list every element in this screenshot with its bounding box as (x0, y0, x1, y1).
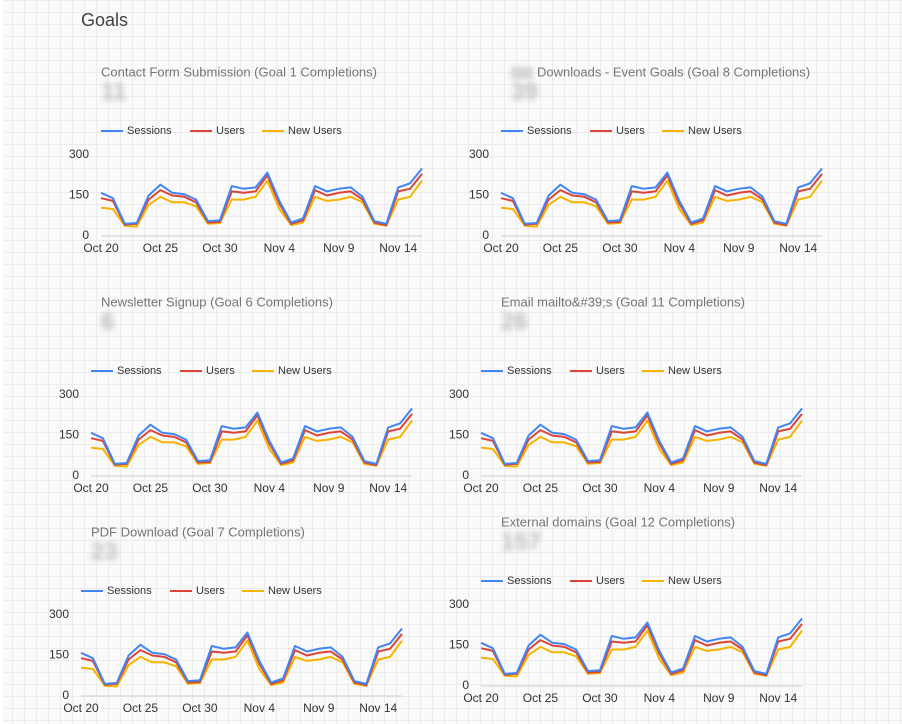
series-line (100, 167, 423, 225)
x-tick-label: Oct 20 (463, 691, 499, 705)
x-tick-label: Nov 9 (323, 241, 355, 255)
y-tick-label: 0 (82, 228, 89, 242)
x-tick-label: Oct 25 (523, 691, 559, 705)
page-title: Goals (81, 10, 128, 30)
blurred-prefix (511, 67, 533, 79)
legend-label: New Users (268, 585, 322, 597)
metric-value: 26 (501, 308, 528, 335)
y-tick-label: 150 (69, 188, 89, 202)
y-tick-label: 150 (449, 428, 469, 442)
x-tick-label: Nov 4 (264, 241, 296, 255)
series-line (480, 617, 803, 675)
x-tick-label: Oct 20 (483, 241, 519, 255)
metric-value: 157 (501, 528, 541, 555)
x-tick-label: Oct 25 (133, 481, 169, 495)
legend-label: New Users (288, 125, 342, 137)
legend-label: Sessions (127, 125, 172, 137)
chart-title: Email mailto&#39;s (Goal 11 Completions) (501, 294, 745, 309)
legend-label: Sessions (507, 575, 552, 587)
x-tick-label: Oct 20 (63, 701, 99, 715)
x-tick-label: Nov 14 (779, 241, 817, 255)
x-tick-label: Nov 9 (303, 701, 335, 715)
x-tick-label: Nov 4 (244, 701, 276, 715)
x-tick-label: Oct 30 (182, 701, 218, 715)
x-tick-label: Oct 25 (523, 481, 559, 495)
series-line (480, 623, 803, 677)
x-tick-label: Oct 20 (73, 481, 109, 495)
y-tick-label: 150 (469, 188, 489, 202)
y-tick-label: 300 (469, 147, 489, 161)
x-tick-label: Nov 14 (379, 241, 417, 255)
x-tick-label: Oct 25 (543, 241, 579, 255)
series-line (480, 407, 803, 465)
legend-label: Users (216, 125, 245, 137)
x-tick-label: Oct 30 (582, 691, 618, 705)
metric-value: 11 (101, 78, 126, 105)
series-line (500, 167, 823, 225)
x-tick-label: Oct 25 (143, 241, 179, 255)
y-tick-label: 0 (62, 688, 69, 702)
x-tick-label: Nov 4 (254, 481, 286, 495)
legend-label: New Users (688, 125, 742, 137)
y-tick-label: 150 (49, 648, 69, 662)
y-tick-label: 300 (69, 147, 89, 161)
metric-value: 6 (101, 308, 114, 335)
x-tick-label: Nov 9 (703, 481, 735, 495)
y-tick-label: 0 (462, 678, 469, 692)
metric-value: 23 (91, 538, 118, 565)
x-tick-label: Oct 30 (192, 481, 228, 495)
x-tick-label: Nov 14 (359, 701, 397, 715)
x-tick-label: Oct 30 (602, 241, 638, 255)
y-tick-label: 300 (449, 387, 469, 401)
legend-label: Sessions (117, 365, 162, 377)
chart-title: Newsletter Signup (Goal 6 Completions) (101, 294, 333, 309)
x-tick-label: Nov 4 (664, 241, 696, 255)
x-tick-label: Nov 14 (759, 691, 797, 705)
x-tick-label: Nov 4 (644, 481, 676, 495)
series-line (80, 627, 403, 685)
legend-label: Users (616, 125, 645, 137)
x-tick-label: Nov 14 (369, 481, 407, 495)
x-tick-label: Nov 14 (759, 481, 797, 495)
legend-label: New Users (668, 575, 722, 587)
x-tick-label: Nov 4 (644, 691, 676, 705)
x-tick-label: Oct 30 (202, 241, 238, 255)
x-tick-label: Oct 20 (463, 481, 499, 495)
y-tick-label: 150 (449, 638, 469, 652)
y-tick-label: 0 (72, 468, 79, 482)
legend-label: Users (596, 575, 625, 587)
chart-title: Contact Form Submission (Goal 1 Completi… (101, 64, 377, 79)
y-tick-label: 300 (59, 387, 79, 401)
chart-title: Downloads - Event Goals (Goal 8 Completi… (537, 64, 810, 79)
y-tick-label: 0 (482, 228, 489, 242)
legend-label: Sessions (527, 125, 572, 137)
x-tick-label: Nov 9 (703, 691, 735, 705)
chart-title: External domains (Goal 12 Completions) (501, 514, 735, 529)
legend-label: New Users (668, 365, 722, 377)
x-tick-label: Oct 30 (582, 481, 618, 495)
y-tick-label: 0 (462, 468, 469, 482)
legend-label: Users (596, 365, 625, 377)
x-tick-label: Oct 20 (83, 241, 119, 255)
y-tick-label: 150 (59, 428, 79, 442)
legend-label: Users (206, 365, 235, 377)
y-tick-label: 300 (449, 597, 469, 611)
legend-label: New Users (278, 365, 332, 377)
legend-label: Sessions (507, 365, 552, 377)
metric-value: 39 (511, 78, 538, 105)
series-line (90, 407, 413, 465)
chart-title: PDF Download (Goal 7 Completions) (91, 524, 305, 539)
legend-label: Users (196, 585, 225, 597)
edge (0, 0, 3, 724)
x-tick-label: Nov 9 (723, 241, 755, 255)
legend-label: Sessions (107, 585, 152, 597)
x-tick-label: Nov 9 (313, 481, 345, 495)
y-tick-label: 300 (49, 607, 69, 621)
series-line (80, 633, 403, 687)
x-tick-label: Oct 25 (123, 701, 159, 715)
